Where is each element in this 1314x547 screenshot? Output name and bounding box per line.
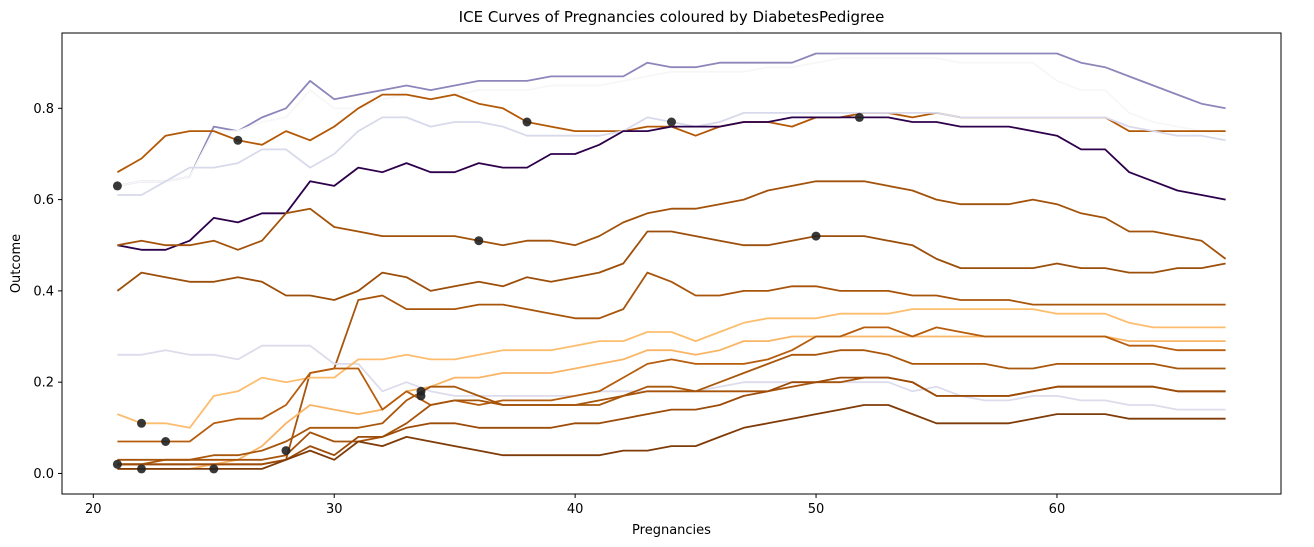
observed-point-4 [137, 464, 146, 473]
observed-point-1 [113, 181, 122, 190]
observed-point-13 [667, 118, 676, 127]
y-tick-label-2: 0.2 [33, 376, 54, 391]
x-tick-label-3: 40 [567, 502, 584, 517]
observed-point-11 [474, 236, 483, 245]
observed-point-14 [812, 232, 821, 241]
observed-point-2 [113, 460, 122, 469]
series-line-3 [117, 95, 1225, 173]
series-line-6 [117, 181, 1225, 259]
y-tick-label-4: 0.6 [33, 193, 54, 208]
observed-point-7 [233, 136, 242, 145]
y-tick-label-5: 0.8 [33, 102, 54, 117]
observed-point-5 [161, 437, 170, 446]
x-axis-ticks: 20 30 40 50 60 [85, 494, 1065, 517]
observed-point-15 [855, 113, 864, 122]
series-lines [117, 54, 1225, 469]
y-tick-label-1: 0.0 [33, 467, 54, 482]
series-line-5 [117, 117, 1225, 249]
series-line-8 [117, 273, 1225, 465]
x-tick-label-2: 30 [326, 502, 343, 517]
series-line-16 [117, 405, 1225, 469]
series-line-7 [117, 232, 1225, 301]
x-tick-label-1: 20 [85, 502, 102, 517]
observed-point-6 [209, 464, 218, 473]
y-axis-ticks: 0.0 0.2 0.4 0.6 0.8 [33, 102, 62, 482]
chart-title: ICE Curves of Pregnancies coloured by Di… [459, 8, 885, 26]
observed-point-10 [417, 391, 426, 400]
x-tick-label-5: 60 [1049, 502, 1066, 517]
plot-frame [62, 33, 1281, 494]
observed-point-8 [282, 446, 291, 455]
observed-point-12 [523, 118, 532, 127]
observed-point-3 [137, 419, 146, 428]
y-tick-label-3: 0.4 [33, 284, 54, 299]
x-axis-label: Pregnancies [632, 523, 711, 538]
y-axis-label: Outcome [9, 234, 24, 293]
series-line-9 [117, 346, 1225, 410]
observed-points [113, 113, 864, 474]
x-tick-label-4: 50 [808, 502, 825, 517]
